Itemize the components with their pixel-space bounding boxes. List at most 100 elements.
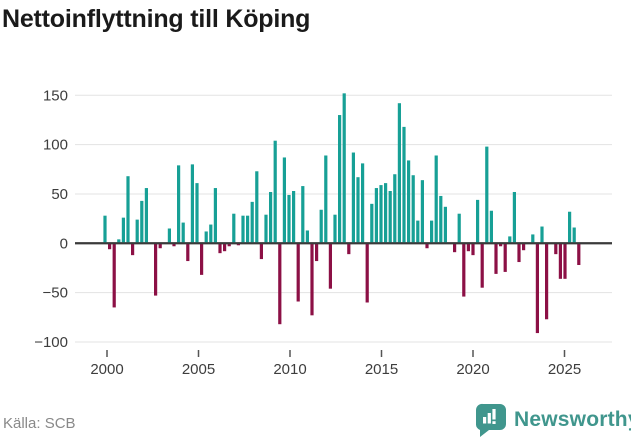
- y-axis-label: 150: [43, 87, 68, 104]
- x-axis-label: 2025: [548, 361, 581, 378]
- bar-q21: [200, 243, 204, 275]
- bar-q67: [411, 175, 415, 244]
- y-axis-label: 100: [43, 137, 68, 154]
- bar-q79: [466, 243, 470, 252]
- bar-q98: [554, 243, 558, 255]
- bar-q84: [489, 210, 493, 244]
- x-axis-label: 2005: [182, 361, 215, 378]
- bar-q68: [416, 220, 420, 244]
- bar-q3: [117, 239, 121, 244]
- y-axis-label: 0: [60, 235, 68, 252]
- bar-q38: [278, 243, 282, 325]
- bar-q5: [126, 176, 130, 244]
- bar-q73: [439, 195, 443, 244]
- bar-q48: [324, 155, 328, 244]
- bar-q101: [568, 211, 572, 244]
- bar-q93: [531, 234, 535, 244]
- bar-q51: [338, 115, 342, 244]
- bar-q20: [195, 183, 199, 244]
- bar-q14: [167, 228, 171, 244]
- bar-q52: [342, 93, 346, 244]
- bar-q100: [563, 243, 567, 279]
- bar-q7: [135, 219, 139, 244]
- y-axis-label: −50: [43, 285, 68, 302]
- bar-q4: [121, 217, 125, 244]
- bar-q11: [154, 243, 158, 296]
- bar-q54: [351, 152, 355, 244]
- bar-q72: [434, 155, 438, 244]
- y-axis-label: 50: [51, 186, 68, 203]
- bar-q90: [517, 243, 521, 263]
- bar-q99: [558, 243, 562, 279]
- bar-q66: [407, 160, 411, 244]
- bar-q71: [430, 220, 434, 244]
- bar-q85: [494, 243, 498, 274]
- bar-q102: [572, 227, 576, 244]
- bar-q49: [328, 243, 332, 289]
- x-axis-label: 2015: [365, 361, 398, 378]
- bar-q44: [305, 230, 309, 244]
- bar-q46: [315, 243, 319, 262]
- bar-q32: [250, 201, 254, 244]
- bar-q45: [310, 243, 314, 316]
- bar-q22: [204, 231, 208, 244]
- bar-q26: [223, 243, 227, 252]
- bar-q12: [158, 243, 162, 249]
- x-axis-label: 2010: [273, 361, 306, 378]
- bar-q74: [443, 206, 447, 244]
- bar-q16: [177, 165, 181, 244]
- bar-q55: [356, 177, 360, 244]
- chart-title: Nettoinflyttning till Köping: [2, 5, 311, 33]
- bar-q18: [186, 243, 190, 262]
- bar-q24: [213, 188, 217, 244]
- bar-q53: [347, 243, 351, 255]
- bar-q28: [232, 213, 236, 244]
- bar-q19: [190, 164, 194, 244]
- bar-q42: [296, 243, 300, 302]
- bar-q88: [508, 236, 512, 244]
- y-axis-label: −100: [34, 334, 68, 351]
- bar-q34: [259, 243, 263, 260]
- bar-q91: [522, 243, 526, 251]
- bar-q1: [108, 243, 112, 250]
- bar-q50: [333, 214, 337, 244]
- x-axis-label: 2020: [456, 361, 489, 378]
- bar-q36: [269, 191, 273, 244]
- bar-q6: [131, 243, 135, 256]
- bar-q78: [462, 243, 466, 297]
- bar-q8: [140, 200, 144, 244]
- bar-q37: [273, 140, 277, 244]
- bar-q82: [480, 243, 484, 288]
- bar-q40: [287, 194, 291, 244]
- bar-q89: [512, 191, 516, 244]
- bar-q76: [453, 243, 457, 253]
- bar-q41: [292, 191, 296, 244]
- bar-q62: [388, 191, 392, 244]
- source-label: Källa: SCB: [3, 415, 76, 432]
- bar-q25: [218, 243, 222, 254]
- bar-q31: [246, 215, 250, 244]
- bar-q83: [485, 146, 489, 244]
- bar-q58: [370, 203, 374, 244]
- bar-q9: [144, 188, 148, 244]
- bar-q80: [471, 243, 475, 256]
- newsworthy-logo[interactable]: Newsworthy: [476, 403, 631, 437]
- bar-q77: [457, 213, 461, 244]
- bar-q30: [241, 215, 245, 244]
- bar-q63: [393, 174, 397, 244]
- bar-q81: [476, 199, 480, 244]
- bar-q95: [540, 226, 544, 244]
- bar-q61: [384, 183, 388, 244]
- bar-q69: [420, 180, 424, 244]
- bar-q27: [227, 243, 231, 247]
- bar-q39: [282, 157, 286, 244]
- bar-q2: [112, 243, 116, 308]
- x-axis-label: 2000: [90, 361, 123, 378]
- bar-q87: [503, 243, 507, 272]
- bar-q96: [545, 243, 549, 320]
- bar-q0: [103, 215, 107, 244]
- bar-q17: [181, 222, 185, 244]
- speech-bubble: [476, 403, 506, 437]
